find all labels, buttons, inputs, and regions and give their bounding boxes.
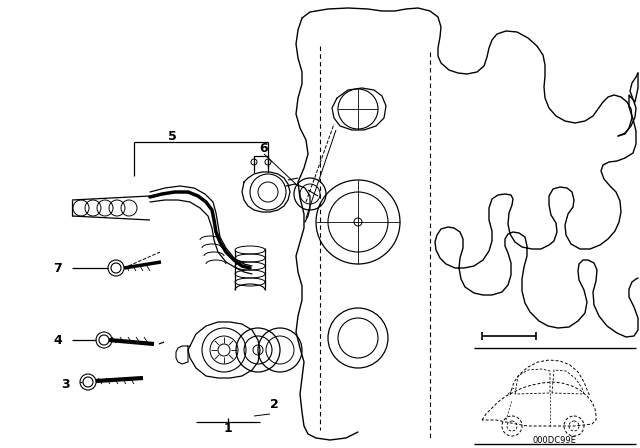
Text: 3: 3: [61, 378, 70, 391]
Text: 4: 4: [54, 333, 62, 346]
Text: 2: 2: [269, 397, 278, 410]
Text: 6: 6: [260, 142, 268, 155]
Text: 1: 1: [223, 422, 232, 435]
Text: 000DC99E: 000DC99E: [532, 435, 576, 444]
Text: 5: 5: [168, 129, 177, 142]
Text: 7: 7: [54, 262, 62, 275]
